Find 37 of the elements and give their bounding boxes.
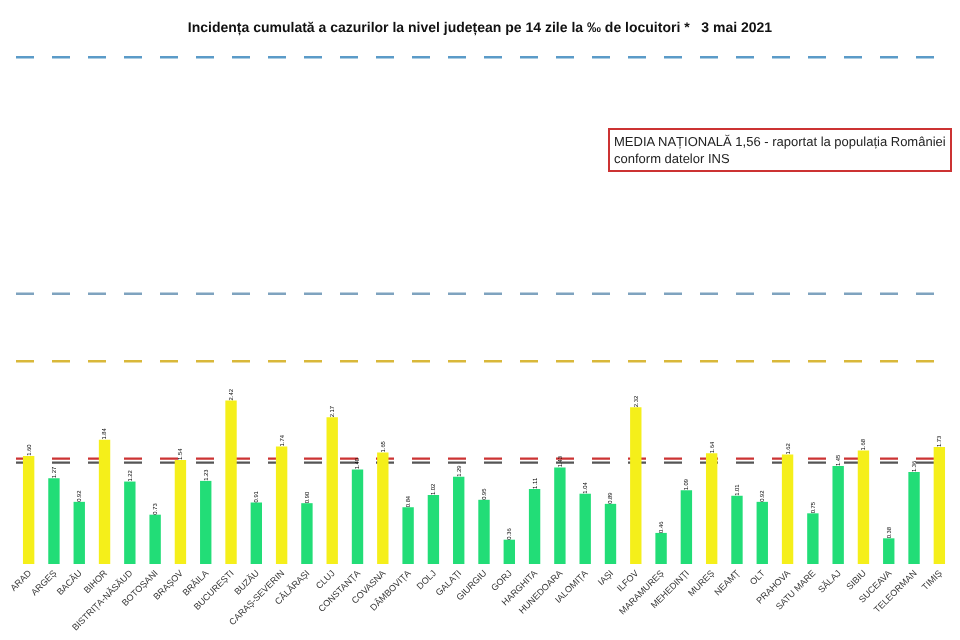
bar	[427, 495, 440, 564]
bar	[857, 450, 870, 564]
bar	[908, 472, 920, 564]
bar	[250, 502, 263, 564]
bar	[933, 447, 946, 564]
bar	[883, 538, 895, 564]
bar	[604, 503, 617, 564]
bar	[680, 490, 693, 564]
bar	[200, 480, 212, 564]
bar	[351, 469, 364, 564]
bar	[705, 453, 718, 564]
bar	[630, 407, 642, 564]
bar	[98, 439, 111, 564]
bar	[453, 476, 465, 564]
bar	[301, 503, 313, 564]
bar	[781, 454, 794, 564]
bar	[402, 507, 414, 564]
bar	[503, 539, 515, 564]
bar	[73, 501, 85, 564]
bar	[528, 489, 541, 564]
bar	[225, 400, 237, 564]
bar	[275, 446, 288, 564]
bar	[149, 514, 161, 564]
bar	[554, 467, 566, 564]
bar	[326, 417, 338, 564]
bar	[731, 495, 743, 564]
bar	[22, 455, 35, 564]
bar	[832, 466, 844, 564]
bar	[124, 481, 136, 564]
bar	[655, 532, 667, 564]
bar	[807, 513, 819, 564]
bar	[756, 501, 768, 564]
bar	[478, 499, 490, 564]
bar	[377, 452, 389, 564]
bar	[48, 478, 60, 564]
bar	[174, 459, 187, 564]
bar	[579, 493, 591, 564]
